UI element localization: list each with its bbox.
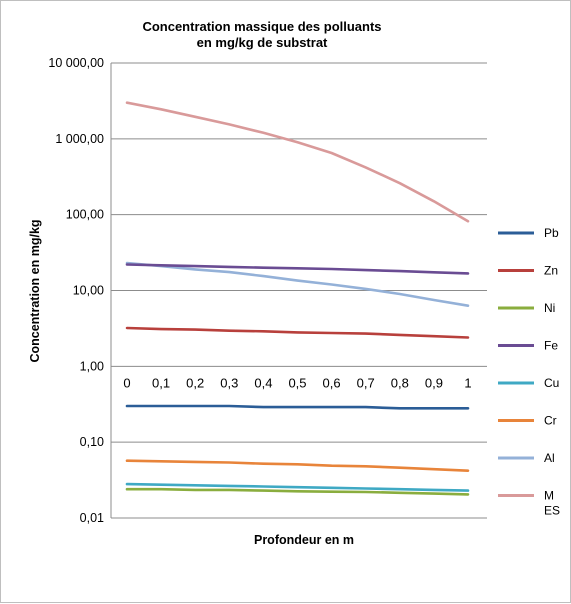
x-tick-label: 0,1 <box>152 375 170 390</box>
gridlines <box>110 62 487 519</box>
x-tick-label: 0,5 <box>288 375 306 390</box>
y-axis-label: Concentration en mg/kg <box>28 219 42 362</box>
x-tick-label: 0,2 <box>186 375 204 390</box>
x-tick-label: 0,4 <box>254 375 272 390</box>
x-tick-label: 0,8 <box>391 375 409 390</box>
y-axis-ticks: 10 000,00 1 000,00 100,00 10,00 1,00 0,10 0,01 <box>48 56 104 525</box>
y-tick-label: 100,00 <box>66 208 104 222</box>
x-axis-label: Profondeur en m <box>254 533 354 547</box>
y-tick-label: 10 000,00 <box>48 56 104 70</box>
y-tick-label: 1,00 <box>80 359 104 373</box>
legend-item-cr: Cr <box>498 414 557 428</box>
legend-item-zn: Zn <box>498 264 558 278</box>
legend: Pb Zn Ni Fe Cu Cr Al M ES <box>498 226 560 518</box>
legend-item-pb: Pb <box>498 226 559 240</box>
legend-item-ni: Ni <box>498 301 555 315</box>
chart-subtitle: en mg/kg de substrat <box>197 35 328 50</box>
series-line-zn <box>125 326 470 339</box>
series-line-cr <box>125 459 470 473</box>
x-tick-label: 0,3 <box>220 375 238 390</box>
series-line-al <box>125 261 470 308</box>
legend-label: Ni <box>544 301 555 315</box>
x-tick-label: 0,7 <box>357 375 375 390</box>
y-tick-label: 0,01 <box>80 511 104 525</box>
x-tick-label: 1 <box>464 375 471 390</box>
x-tick-label: 0,6 <box>323 375 341 390</box>
y-tick-label: 1 000,00 <box>55 132 104 146</box>
legend-label: M ES <box>544 489 560 518</box>
series-line-mes <box>125 101 470 223</box>
legend-label: Cu <box>544 376 559 390</box>
legend-label: Al <box>544 451 555 465</box>
chart-title: Concentration massique des polluants <box>142 19 381 34</box>
legend-item-mes: M ES <box>498 489 560 518</box>
legend-item-al: Al <box>498 451 555 465</box>
series-line-cu <box>125 482 470 492</box>
legend-label: Pb <box>544 226 559 240</box>
y-tick-label: 10,00 <box>73 284 104 298</box>
legend-label: Cr <box>544 414 557 428</box>
x-axis-ticks: 0 0,1 0,2 0,3 0,4 0,5 0,6 0,7 0,8 0,9 1 <box>123 375 471 390</box>
series-line-fe <box>125 263 470 275</box>
legend-item-cu: Cu <box>498 376 559 390</box>
legend-label: Fe <box>544 339 558 353</box>
series-line-ni <box>125 487 470 496</box>
series-line-pb <box>125 404 470 410</box>
y-tick-label: 0,10 <box>80 435 104 449</box>
legend-label: Zn <box>544 264 558 278</box>
x-tick-label: 0,9 <box>425 375 443 390</box>
legend-item-fe: Fe <box>498 339 558 353</box>
x-tick-label: 0 <box>123 375 130 390</box>
series-lines <box>125 101 470 496</box>
